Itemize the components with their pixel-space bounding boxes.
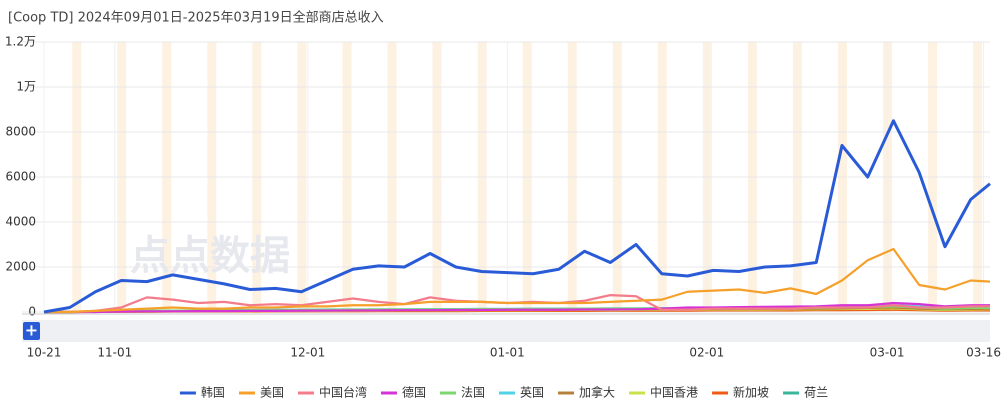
legend-label: 德国 [402,385,426,400]
legend-item[interactable]: 加拿大 [558,385,615,400]
series-line [44,301,990,314]
legend-item[interactable]: 荷兰 [783,386,828,400]
x-tick-label: 11-01 [97,346,132,360]
legend-label: 中国台湾 [319,385,367,400]
legend-item[interactable]: 德国 [380,385,426,400]
series-line [44,247,991,314]
legend-label: 韩国 [201,385,225,400]
x-tick-label: 03-01 [870,346,905,360]
y-tick-label: 0 [28,305,36,319]
chart-title: [Coop TD] 2024年09月01日-2025年03月19日全部商店总收入 [8,10,384,26]
legend-label: 加拿大 [579,385,615,400]
x-tick-label: 10-21 [27,346,62,360]
legend-item[interactable]: 中国香港 [629,385,698,400]
legend-label: 中国香港 [650,385,698,400]
legend-item[interactable]: 韩国 [179,385,225,400]
y-tick-label: 1万 [16,80,36,94]
y-tick-label: 8000 [5,125,36,139]
legend-item[interactable]: 中国台湾 [297,385,367,400]
legend-label: 新加坡 [733,385,769,400]
legend-label: 英国 [520,386,544,400]
y-tick-label: 1.2万 [5,35,36,49]
legend-item[interactable]: 新加坡 [712,385,769,400]
legend-item[interactable]: 英国 [499,386,544,400]
legend-item[interactable]: 美国 [238,386,284,400]
legend-label: 法国 [461,386,485,400]
x-tick-label: 02-01 [689,346,724,360]
zoom-button-label[interactable]: + [25,321,38,340]
y-tick-label: 4000 [5,215,36,229]
plot-background [22,41,990,313]
zoom-button[interactable] [23,322,40,340]
zoom-slider[interactable] [22,320,990,342]
legend: 韩国 美国 中国台湾 德国 法国 英国 加拿大 中国香港 新加坡 荷兰 [179,385,828,400]
x-tick-label: 12-01 [290,346,325,360]
y-tick-label: 2000 [5,260,36,274]
x-tick-label: 01-01 [490,346,525,360]
watermark: 点点数据 [130,233,290,279]
legend-label: 荷兰 [804,386,828,400]
legend-item[interactable]: 法国 [439,386,485,400]
y-tick-label: 6000 [5,170,36,184]
plot [43,119,991,314]
x-tick-label: 03-16 [966,346,1001,360]
series-line [43,119,991,314]
legend-label: 美国 [260,386,284,400]
